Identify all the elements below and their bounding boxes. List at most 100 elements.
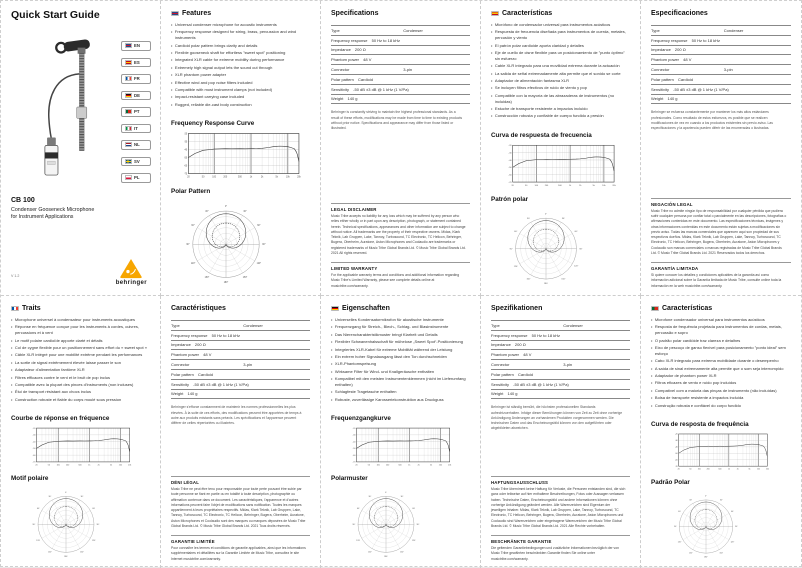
spec-value: 200 Ω [674, 47, 686, 53]
spec-row: Connector 3-pin [651, 65, 791, 75]
spec-label: Phantom power [331, 57, 360, 63]
language-code-label: EN [134, 43, 140, 49]
spec-value: 3-pin [563, 361, 573, 367]
feature-text: Integriertes XLR-Kabel für extreme Mobil… [334, 346, 453, 352]
bullet-glyph: • [11, 317, 13, 322]
page-title: Quick Start Guide [11, 9, 100, 21]
svg-text:-40: -40 [184, 149, 188, 151]
svg-text:30°: 30° [720, 500, 723, 502]
bullet-glyph: • [651, 395, 653, 401]
language-flag-icon [124, 125, 132, 131]
feature-item: • Le motif polaire cardioïde apporte cla… [11, 338, 150, 344]
flag-icon-de [331, 305, 339, 312]
svg-text:200: 200 [66, 464, 69, 466]
polar-pattern-title: Polar Pattern [171, 188, 211, 196]
svg-text:0°: 0° [225, 206, 227, 208]
svg-text:-20: -20 [509, 145, 513, 147]
features-panel-en: Features • Universal condenser microphon… [161, 1, 321, 296]
spec-label: Frequency response [651, 37, 688, 43]
bullet-glyph: • [491, 22, 493, 27]
svg-text:90°: 90° [262, 244, 265, 246]
spec-value: 140 g [667, 96, 678, 102]
feature-item: • La salida de señal extremadamente alta… [491, 71, 630, 77]
model-name: CB 100 [11, 197, 35, 204]
bullet-glyph: • [331, 396, 333, 402]
model-subtitle-line2: for Instrument Applications [11, 213, 74, 220]
warranty-text: Pour connaître les termes et conditions … [171, 546, 306, 561]
microphone-illustration [44, 39, 90, 176]
feature-item: • Compatible with most instrument clamps… [171, 87, 310, 93]
language-flag-icon [124, 158, 132, 164]
svg-text:30°: 30° [243, 212, 246, 214]
svg-text:100: 100 [377, 464, 380, 466]
language-code-label: NL [134, 142, 140, 148]
svg-text:20: 20 [678, 468, 680, 470]
feature-text: Se incluyen filtros efectivos de ruido d… [494, 85, 587, 91]
feature-text: Eje de cuello de cisne flexible para un … [494, 49, 625, 61]
feature-list-pt: • Microfone condensador universal para i… [651, 317, 791, 410]
spec-label: Sensitivity [651, 86, 670, 92]
language-flag-icon [124, 43, 132, 49]
feature-item: • Compatível com a maioria das pinças de… [651, 388, 791, 394]
feature-text: A saída de sinal extremamente alta permi… [654, 365, 784, 371]
language-code-label: SV [134, 158, 140, 164]
svg-text:180°: 180° [224, 282, 229, 284]
feature-item: • Cardioid polar pattern brings clarity … [171, 43, 310, 49]
svg-text:90°: 90° [353, 524, 356, 526]
legal-section: HAFTUNGSAUSSCHLUSS Music Tribe übernimmt… [491, 470, 630, 562]
feature-item: • Étui de transport résistant aux chocs … [11, 389, 150, 395]
cover-panel: Quick Start Guide EN ES FR [1, 1, 161, 296]
spec-value: -50 dB ±3 dB @ 1 kHz (1 V/Pa) [513, 381, 569, 387]
svg-text:-50: -50 [509, 167, 513, 169]
svg-text:-30: -30 [353, 435, 356, 437]
bullet-glyph: • [11, 359, 13, 365]
feature-text: Micrófono de condensador universal para … [494, 22, 611, 27]
svg-text:500: 500 [718, 468, 721, 470]
spec-row: Polar pattern Cardioid [651, 75, 791, 85]
svg-text:5k: 5k [276, 177, 279, 179]
brand-wordmark: behringer [115, 280, 147, 286]
svg-text:-70: -70 [33, 462, 36, 464]
svg-text:120°: 120° [356, 540, 360, 542]
svg-text:60°: 60° [257, 225, 260, 227]
svg-text:10k: 10k [602, 185, 606, 187]
svg-text:5k: 5k [749, 468, 751, 470]
mic-xlr-connector [44, 137, 59, 176]
feature-item: • Extremely high signal output lets the … [171, 65, 310, 71]
features-heading-label: Features [182, 10, 212, 17]
spec-panel-de: Spezifikationen Type Condenser Frequency… [481, 296, 641, 568]
spec-row: Connector 3-pin [491, 360, 630, 370]
svg-text:150°: 150° [561, 278, 565, 280]
flag-icon-en [171, 10, 179, 17]
spec-row: Impedance 200 Ω [171, 341, 310, 351]
spec-label: Impedance [651, 47, 671, 53]
polar-pattern-title: Motif polaire [11, 475, 49, 483]
feature-text: Universelles Kondensatormikrofon für aku… [334, 317, 444, 322]
spec-label: Weight [171, 391, 184, 397]
features-heading-es: Características [491, 10, 630, 17]
bullet-glyph: • [171, 29, 173, 35]
svg-text:20: 20 [35, 464, 37, 466]
language-tab-list: EN ES FR DE PT [121, 41, 151, 183]
bullet-glyph: • [491, 42, 493, 48]
svg-text:60°: 60° [731, 511, 734, 513]
feature-text: Impact-resistant carrying case included [174, 94, 245, 100]
spec-value: Condenser [403, 27, 423, 33]
svg-text:-60: -60 [184, 166, 188, 168]
bullet-glyph: • [491, 77, 493, 83]
features-heading-label: Características [662, 305, 713, 312]
feature-item: • Filtres efficaces contre le vent et le… [11, 375, 150, 381]
legal-disclaimer-title: DÉNI LÉGAL [171, 476, 310, 485]
features-heading-label: Características [502, 10, 553, 17]
spec-row: Weight 140 g [331, 95, 470, 105]
spec-disclaimer: Behringer s'efforce constamment de maint… [171, 405, 302, 426]
bullet-glyph: • [491, 29, 493, 35]
spec-label: Connector [651, 66, 670, 72]
bullet-glyph: • [491, 49, 493, 55]
spec-label: Connector [331, 66, 350, 72]
legal-disclaimer-text: Music Tribe no admite ningún tipo de res… [651, 208, 787, 255]
bullet-glyph: • [651, 344, 653, 350]
spec-row: Phantom power 48 V [331, 55, 470, 66]
svg-text:150°: 150° [689, 552, 693, 554]
